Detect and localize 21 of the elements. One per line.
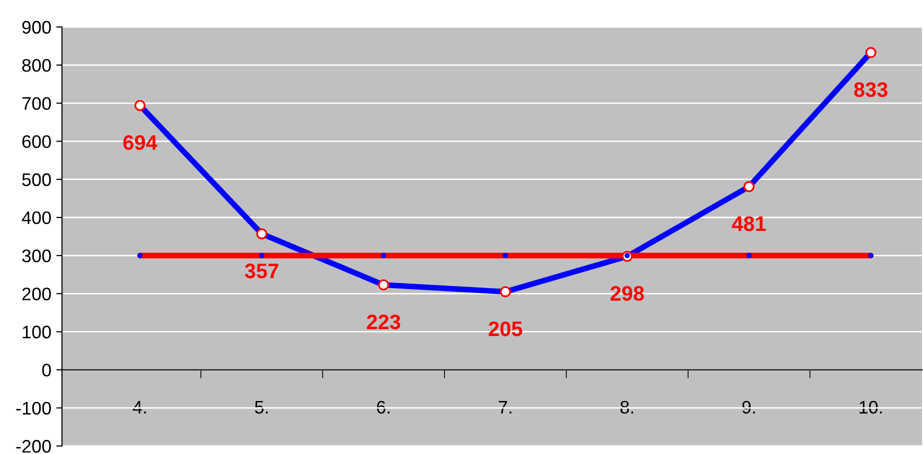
y-tick-label: 900 [22,20,51,34]
y-tick-label: 300 [22,249,51,262]
data-label: 694 [123,135,158,150]
y-tick-label: 600 [22,135,51,148]
data-label: 833 [854,82,888,98]
data-label: 481 [732,216,766,232]
x-tick-label: 7. [498,401,512,414]
x-tick-label: 5. [254,401,268,414]
y-tick-label: -100 [16,402,51,415]
y-tick-label: 700 [22,97,51,110]
data-label: 205 [488,321,522,336]
y-tick-label: 200 [22,288,51,300]
data-label: 357 [244,264,278,278]
y-tick-label: 100 [22,326,51,338]
y-tick-label: 800 [22,59,51,72]
y-tick-label: 500 [22,173,51,186]
data-label: 298 [610,286,644,301]
y-tick-label: 0 [42,364,51,377]
y-tick-label: 400 [22,211,51,224]
y-tick-label: -200 [16,440,51,453]
data-label: 223 [366,314,400,330]
